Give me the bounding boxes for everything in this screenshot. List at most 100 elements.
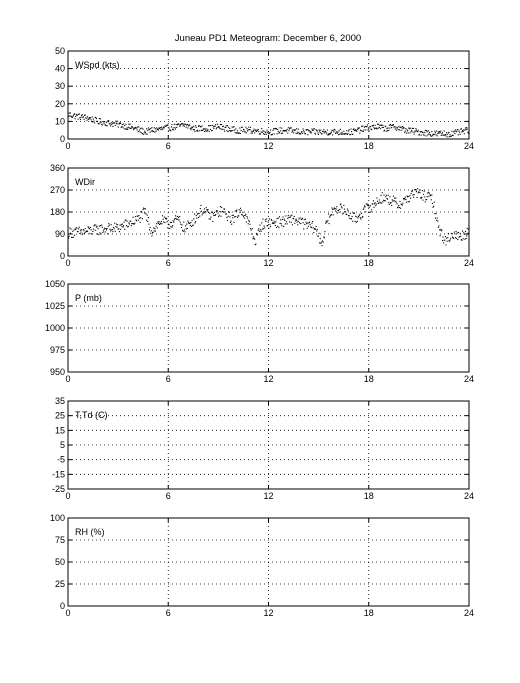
data-point	[308, 222, 310, 224]
data-point	[137, 219, 139, 221]
data-point	[358, 215, 360, 218]
data-point	[368, 128, 370, 130]
data-point	[462, 130, 464, 133]
data-point	[333, 207, 335, 209]
data-point	[303, 131, 305, 133]
data-point	[215, 210, 217, 212]
data-point	[86, 230, 88, 232]
data-point	[313, 228, 315, 230]
data-point	[343, 133, 345, 135]
data-point	[299, 133, 301, 135]
data-point	[400, 203, 402, 205]
data-point	[368, 206, 370, 208]
x-tick-label: 0	[65, 491, 70, 501]
data-point	[187, 127, 189, 129]
data-point	[108, 119, 110, 122]
data-point	[68, 115, 70, 117]
data-point	[95, 118, 97, 120]
data-point	[183, 229, 185, 231]
data-point	[175, 124, 177, 126]
data-point	[85, 117, 87, 119]
data-point	[112, 231, 114, 233]
data-point	[91, 233, 93, 235]
data-point	[90, 229, 92, 231]
data-point	[115, 122, 118, 124]
data-point	[365, 211, 367, 213]
data-point	[76, 230, 79, 233]
data-point	[438, 132, 440, 134]
y-tick-label: 0	[60, 601, 65, 611]
data-point	[443, 242, 445, 244]
y-tick-label: 180	[50, 207, 65, 217]
data-point	[421, 130, 423, 133]
data-point	[405, 132, 407, 134]
data-point	[300, 133, 302, 135]
data-point	[226, 125, 229, 127]
data-point	[306, 128, 308, 131]
data-point	[342, 133, 344, 135]
data-point	[273, 128, 275, 130]
data-point	[138, 217, 141, 219]
data-point	[98, 117, 100, 120]
x-tick-label: 18	[364, 608, 374, 618]
data-point	[273, 133, 275, 135]
data-point	[453, 231, 455, 233]
data-point	[447, 132, 449, 134]
wind-direction-panel: 0 6 12 18 24 0 90 180 270 360 WDir	[50, 163, 474, 268]
data-point	[454, 129, 457, 131]
data-point	[303, 219, 305, 221]
data-point	[304, 223, 306, 225]
data-point	[75, 113, 77, 116]
data-point	[391, 199, 393, 201]
data-point	[119, 122, 121, 124]
data-point	[457, 231, 459, 234]
data-point	[420, 134, 422, 136]
data-point	[83, 118, 85, 120]
data-point	[453, 130, 455, 132]
data-point	[446, 132, 448, 134]
data-point	[388, 203, 390, 205]
data-point	[268, 133, 270, 135]
data-point	[147, 220, 149, 223]
data-point	[427, 130, 429, 132]
data-point	[450, 135, 452, 137]
data-point	[426, 131, 428, 133]
data-point	[323, 129, 325, 131]
data-point	[294, 129, 296, 131]
data-point	[219, 127, 221, 129]
data-point	[318, 232, 320, 234]
data-point	[402, 128, 404, 130]
data-point	[115, 120, 117, 122]
data-point	[94, 122, 96, 124]
data-point	[239, 132, 242, 134]
data-point	[209, 125, 211, 127]
data-point	[309, 224, 311, 226]
data-point	[447, 136, 449, 138]
data-point	[296, 221, 298, 223]
data-point	[149, 128, 151, 130]
data-point	[295, 218, 297, 220]
x-tick-label: 6	[166, 141, 171, 151]
data-point	[393, 199, 395, 202]
data-point	[249, 223, 251, 225]
data-point	[137, 126, 139, 128]
data-point	[86, 119, 88, 121]
data-point	[102, 231, 104, 234]
data-point	[379, 124, 381, 126]
data-point	[265, 131, 267, 133]
data-point	[193, 129, 195, 131]
data-point	[129, 220, 131, 222]
data-point	[159, 223, 161, 225]
data-point	[255, 130, 257, 133]
y-tick-label: 90	[55, 229, 65, 239]
data-point	[68, 235, 70, 237]
data-point	[313, 231, 315, 234]
data-point	[430, 134, 432, 136]
data-point	[74, 228, 76, 230]
data-point	[137, 131, 139, 133]
data-point	[438, 131, 441, 133]
data-point	[220, 215, 222, 217]
data-point	[416, 196, 418, 199]
data-point	[329, 216, 331, 218]
data-point	[117, 120, 119, 122]
